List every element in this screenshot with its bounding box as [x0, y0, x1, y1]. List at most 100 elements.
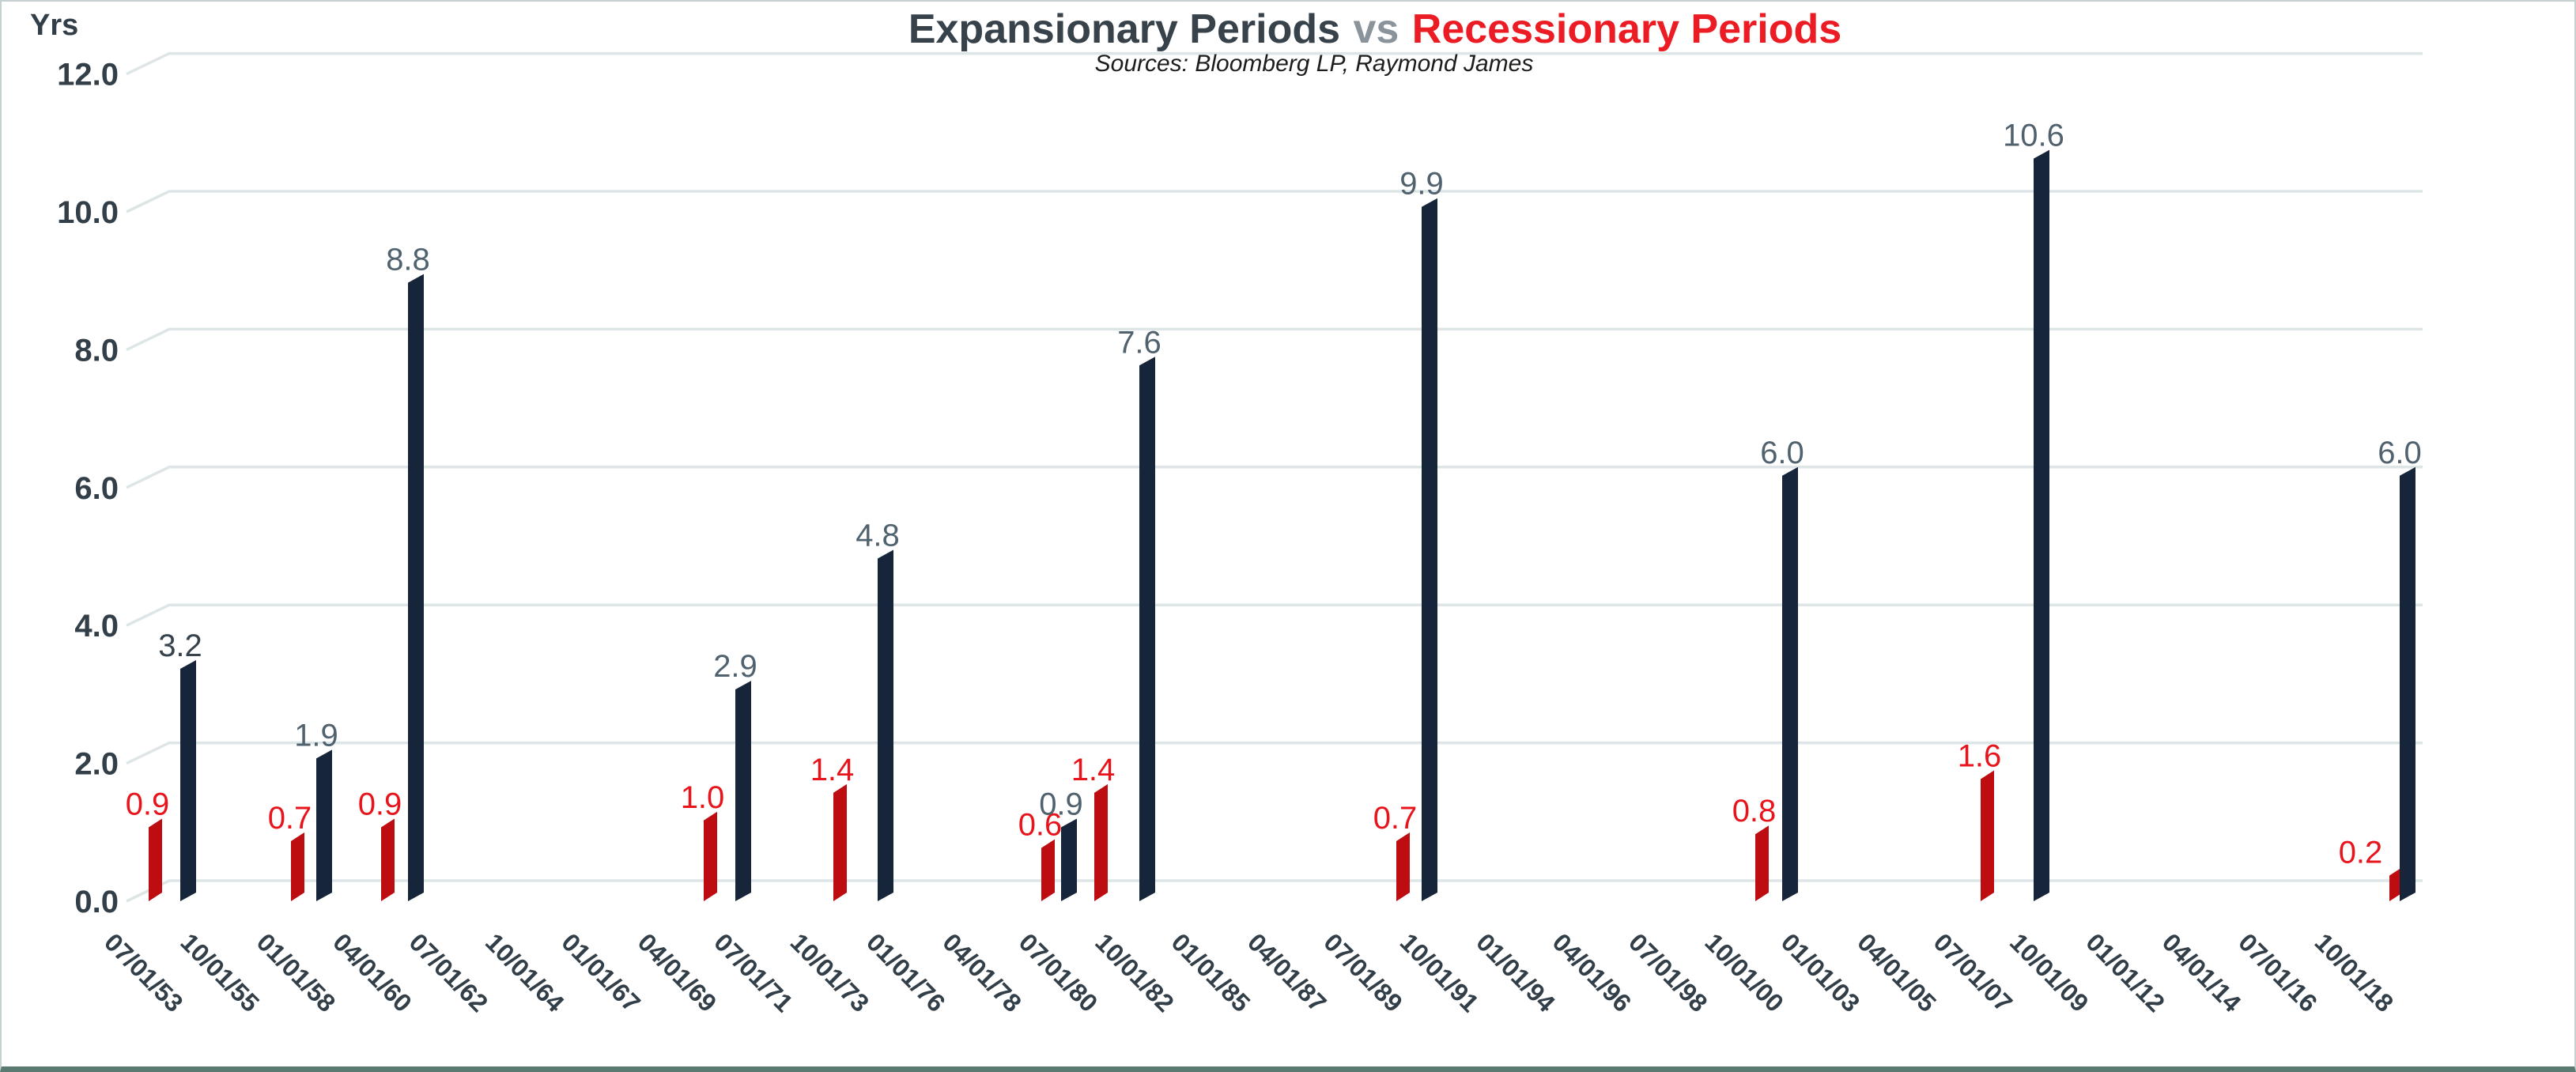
x-axis-date-label: 07/01/53: [99, 927, 189, 1017]
gridline: [126, 879, 2423, 903]
x-axis-date-label: 07/01/80: [1014, 927, 1104, 1017]
expansion-bar: [1782, 466, 1798, 901]
y-axis-tick-label: 4.0: [74, 609, 119, 644]
chart-title-recessionary: Recessionary Periods: [1412, 6, 1841, 52]
x-axis-date-label: 04/01/69: [633, 927, 723, 1017]
bar-layer: [149, 149, 2415, 902]
gridline: [126, 603, 2423, 627]
expansion-bar: [1422, 198, 1437, 902]
x-axis-date-label: 10/01/00: [1699, 927, 1789, 1017]
expansion-bar: [180, 659, 196, 901]
x-axis-date-label: 01/01/76: [861, 927, 951, 1017]
x-axis-date-label: 10/01/55: [175, 927, 265, 1017]
y-axis-tick-label: 6.0: [74, 471, 119, 506]
expansion-bar-value-label: 7.6: [1117, 325, 1161, 360]
x-axis-date-label: 01/01/67: [556, 927, 646, 1017]
y-axis-tick-layer: 0.0 2.0 4.0 6.0 8.0 10.0 12.0: [57, 58, 119, 919]
expansion-bar: [316, 749, 332, 901]
recession-bar-value-label: 0.7: [1373, 801, 1418, 836]
x-axis-date-label: 10/01/82: [1090, 927, 1180, 1017]
expansion-bar-value-label: 0.9: [1039, 787, 1083, 822]
recession-bar: [1755, 825, 1769, 901]
x-axis-date-label: 07/01/16: [2233, 927, 2323, 1017]
recession-bar-value-label: 1.4: [810, 753, 855, 787]
expansion-bar: [1061, 818, 1077, 901]
recession-bar: [2389, 866, 2403, 901]
gridline: [126, 327, 2423, 351]
x-axis-date-label: 10/01/18: [2310, 927, 2400, 1017]
x-axis-date-label: 01/01/58: [251, 927, 342, 1017]
gridline: [126, 51, 2423, 76]
x-axis-date-label: 04/01/78: [937, 927, 1027, 1017]
recession-bar: [1981, 770, 1994, 901]
expansion-bar: [408, 274, 424, 901]
y-axis-unit-label: Yrs: [30, 9, 78, 42]
chart-title-expansionary: Expansionary Periods: [908, 6, 1340, 52]
x-axis-date-label: 10/01/73: [785, 927, 875, 1017]
expansion-bar: [2034, 149, 2049, 901]
recession-bar: [833, 783, 847, 901]
x-axis-date-label: 10/01/64: [480, 927, 570, 1017]
chart-title: Expansionary Periods vs Recessionary Per…: [908, 6, 1841, 52]
x-axis-date-label: 04/01/14: [2157, 927, 2247, 1017]
expansion-bar-value-label: 4.8: [856, 518, 900, 553]
y-axis-tick-label: 12.0: [57, 58, 119, 92]
x-axis-date-label: 07/01/62: [404, 927, 494, 1017]
x-axis-date-label: 04/01/96: [1547, 927, 1637, 1017]
recession-bar-value-label: 1.0: [681, 780, 725, 815]
recession-bar-value-label: 0.9: [358, 787, 402, 822]
recession-bar: [149, 818, 162, 901]
expansion-bar-value-label: 1.9: [294, 718, 338, 753]
recession-bar-value-label: 0.6: [1018, 808, 1063, 843]
x-axis-date-label: 10/01/09: [2004, 927, 2094, 1017]
recession-bar-value-label: 0.8: [1732, 794, 1777, 829]
gridline: [126, 466, 2423, 489]
recession-bar: [1041, 839, 1055, 901]
expansion-bar-value-label: 6.0: [1760, 436, 1804, 470]
gridline: [126, 190, 2423, 213]
gridline: [126, 741, 2423, 765]
recession-bar: [291, 832, 304, 901]
recession-bar-value-label: 0.9: [126, 787, 170, 822]
recession-bar: [1396, 832, 1410, 901]
x-axis-date-label: 01/01/12: [2080, 927, 2170, 1017]
x-axis-date-label: 10/01/91: [1395, 927, 1485, 1017]
x-axis-date-label: 04/01/60: [327, 927, 417, 1017]
recession-bar-value-label: 0.7: [268, 801, 312, 836]
x-axis-date-label: 04/01/87: [1242, 927, 1332, 1017]
y-axis-tick-label: 10.0: [57, 195, 119, 230]
y-axis-tick-label: 8.0: [74, 333, 119, 368]
expansion-bar-value-label: 3.2: [158, 628, 202, 663]
x-axis-tick-layer: 07/01/5310/01/5501/01/5804/01/6007/01/62…: [99, 927, 2399, 1017]
x-axis-date-label: 01/01/03: [1776, 927, 1866, 1017]
expansion-bar-value-label: 10.6: [2003, 119, 2064, 153]
y-axis-tick-label: 0.0: [74, 885, 119, 919]
expansion-bar-value-label: 8.8: [386, 243, 430, 277]
expansion-bar: [878, 549, 893, 901]
chart-subtitle: Sources: Bloomberg LP, Raymond James: [1095, 51, 1534, 77]
recession-bar-value-label: 1.6: [1958, 738, 2002, 773]
expansion-bar-value-label: 6.0: [2378, 436, 2422, 470]
recession-bar-value-label: 0.2: [2339, 836, 2383, 870]
x-axis-date-label: 07/01/71: [708, 927, 799, 1017]
bar-value-label-layer: 0.93.20.71.90.98.81.02.91.44.80.60.91.47…: [126, 119, 2422, 870]
expansion-bar-value-label: 2.9: [713, 649, 757, 684]
x-axis-date-label: 01/01/85: [1166, 927, 1256, 1017]
recession-bar: [381, 818, 395, 901]
x-axis-date-label: 01/01/94: [1471, 927, 1561, 1017]
recession-bar: [1094, 783, 1108, 901]
recession-bar: [704, 811, 717, 901]
gridline-layer: [126, 51, 2423, 903]
expansion-bar-value-label: 9.9: [1399, 167, 1444, 202]
chart-title-vs: vs: [1353, 6, 1399, 52]
x-axis-date-label: 04/01/05: [1852, 927, 1942, 1017]
expansion-bar: [1139, 357, 1155, 901]
x-axis-date-label: 07/01/98: [1623, 927, 1713, 1017]
x-axis-date-label: 07/01/07: [1928, 927, 2019, 1017]
recession-bar-value-label: 1.4: [1071, 753, 1116, 787]
y-axis-tick-label: 2.0: [74, 747, 119, 782]
expansion-bar: [735, 681, 751, 901]
x-axis-date-label: 07/01/89: [1318, 927, 1408, 1017]
